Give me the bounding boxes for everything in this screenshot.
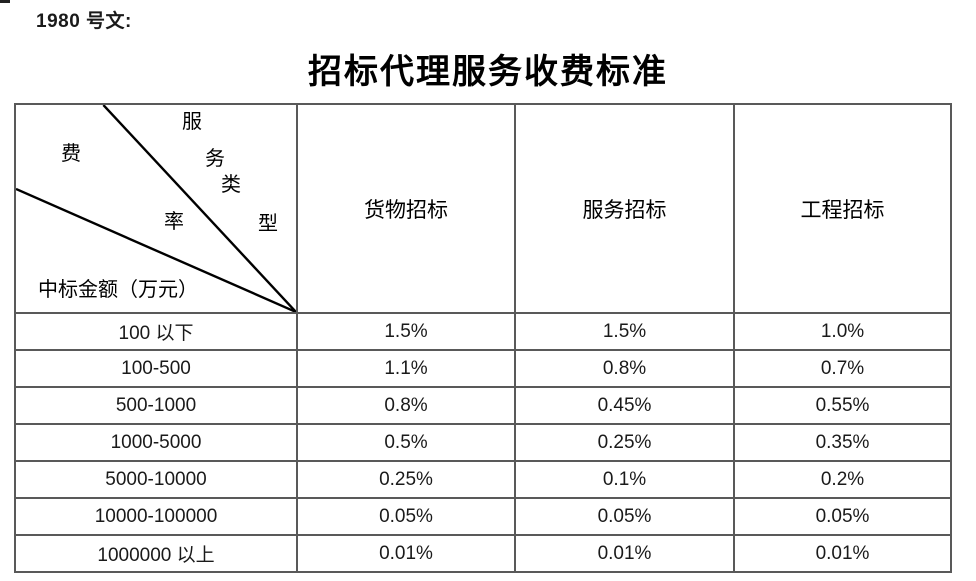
page-title: 招标代理服务收费标准: [308, 52, 668, 92]
row-label: 1000-5000: [14, 423, 298, 462]
diagonal-lines: [16, 105, 296, 312]
table-cell: 0.25%: [296, 460, 516, 499]
table-cell: 0.8%: [514, 349, 735, 388]
table-corner-cell: 费 率 服 务 类 型 中标金额（万元）: [14, 103, 298, 314]
row-label: 10000-100000: [14, 497, 298, 536]
table-cell: 1.0%: [733, 312, 952, 351]
column-header-goods: 货物招标: [296, 103, 516, 314]
table-row: 1000-5000 0.5% 0.25% 0.35%: [14, 423, 952, 462]
table-row: 500-1000 0.8% 0.45% 0.55%: [14, 386, 952, 425]
table-row: 5000-10000 0.25% 0.1% 0.2%: [14, 460, 952, 499]
table-cell: 0.7%: [733, 349, 952, 388]
row-label: 100-500: [14, 349, 298, 388]
table-cell: 0.01%: [296, 534, 516, 573]
column-header-service: 服务招标: [514, 103, 735, 314]
corner-type-char-2: 务: [205, 146, 225, 170]
row-label: 500-1000: [14, 386, 298, 425]
column-header-engineering: 工程招标: [733, 103, 952, 314]
table-cell: 1.5%: [514, 312, 735, 351]
table-row: 10000-100000 0.05% 0.05% 0.05%: [14, 497, 952, 536]
corner-type-char-1: 服: [182, 109, 202, 133]
table-row: 1000000 以上 0.01% 0.01% 0.01%: [14, 534, 952, 573]
table-cell: 0.05%: [296, 497, 516, 536]
corner-amount-label: 中标金额（万元）: [38, 277, 198, 301]
table-cell: 1.1%: [296, 349, 516, 388]
row-label: 5000-10000: [14, 460, 298, 499]
table-cell: 0.45%: [514, 386, 735, 425]
corner-fee-char-2: 率: [164, 209, 184, 233]
table-cell: 0.1%: [514, 460, 735, 499]
scan-artifact: [0, 0, 10, 3]
corner-type-char-4: 型: [258, 211, 278, 235]
table-cell: 0.2%: [733, 460, 952, 499]
table-cell: 0.5%: [296, 423, 516, 462]
row-label: 100 以下: [14, 312, 298, 351]
table-cell: 0.05%: [733, 497, 952, 536]
table-row: 100-500 1.1% 0.8% 0.7%: [14, 349, 952, 388]
table-cell: 0.01%: [514, 534, 735, 573]
doc-number-label: 1980 号文:: [36, 11, 132, 32]
table-cell: 0.55%: [733, 386, 952, 425]
fee-standard-table: 费 率 服 务 类 型 中标金额（万元） 货物招标 服务招标 工程招标 100 …: [14, 103, 952, 573]
table-cell: 0.05%: [514, 497, 735, 536]
corner-cell-content: 费 率 服 务 类 型 中标金额（万元）: [16, 105, 296, 312]
row-label: 1000000 以上: [14, 534, 298, 573]
table-row: 100 以下 1.5% 1.5% 1.0%: [14, 312, 952, 351]
table-cell: 0.25%: [514, 423, 735, 462]
table-cell: 1.5%: [296, 312, 516, 351]
corner-type-char-3: 类: [221, 172, 241, 196]
table-cell: 0.35%: [733, 423, 952, 462]
table-cell: 0.01%: [733, 534, 952, 573]
corner-fee-char-1: 费: [61, 141, 81, 165]
header-row: 费 率 服 务 类 型 中标金额（万元） 货物招标 服务招标 工程招标: [14, 103, 952, 314]
table-cell: 0.8%: [296, 386, 516, 425]
